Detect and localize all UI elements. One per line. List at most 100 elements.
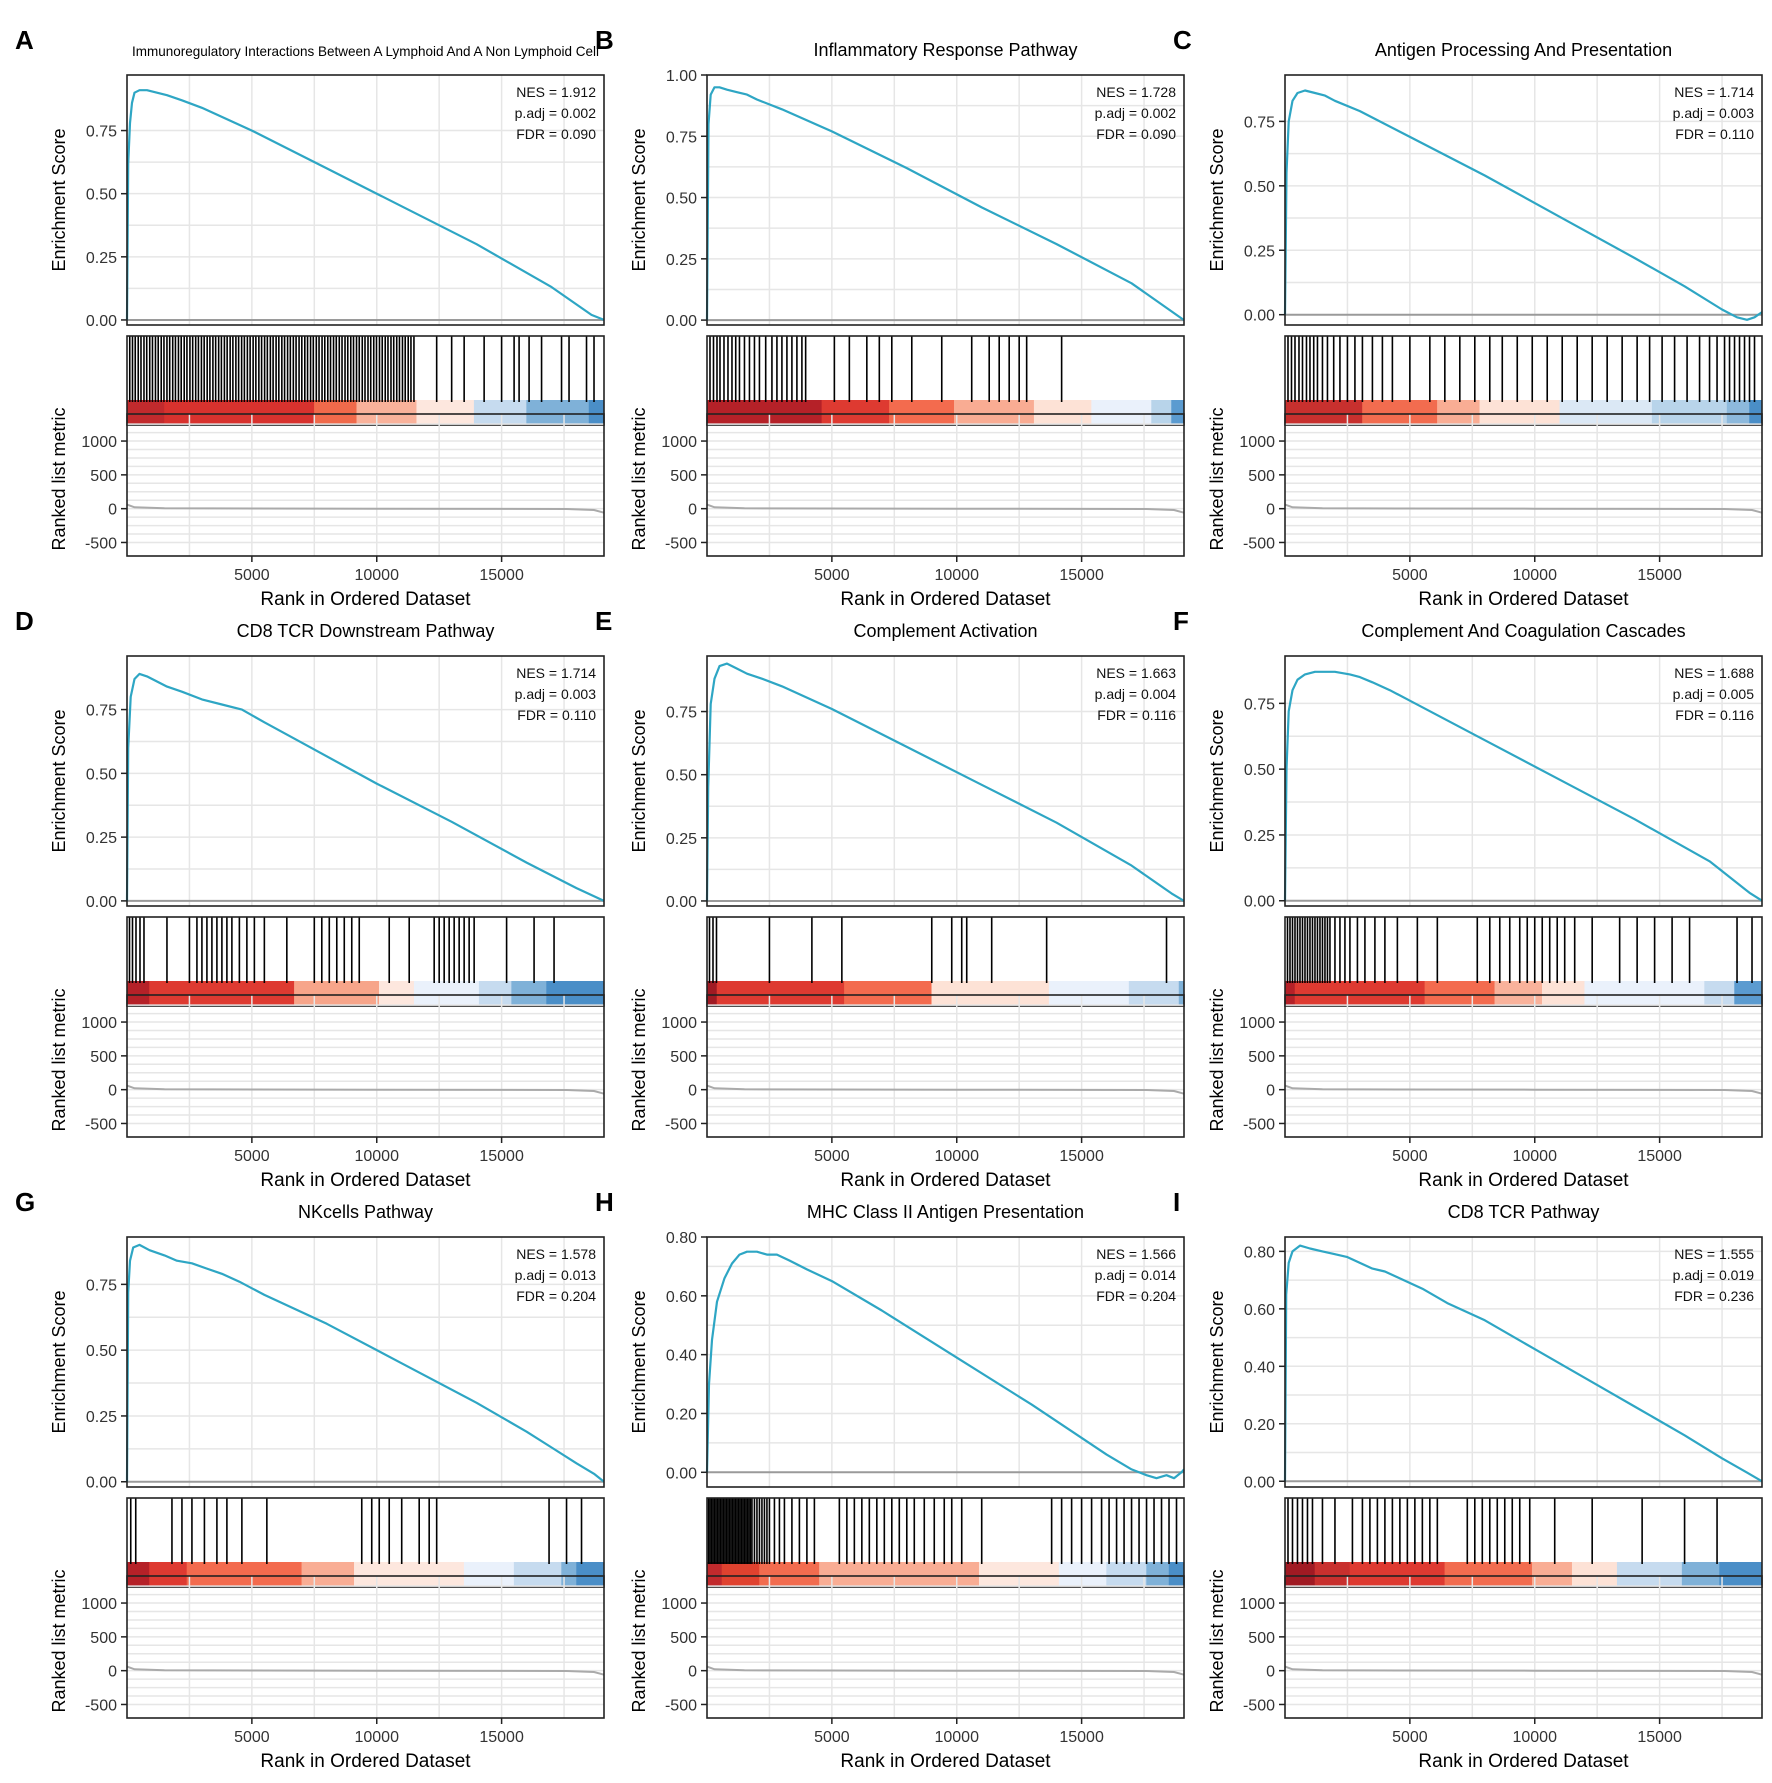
rk-frame [1284, 413, 1763, 557]
heat-strip [127, 1562, 604, 1587]
es-ytick-label: 1.00 [666, 68, 697, 85]
es-ytick-label: 0.00 [86, 313, 117, 330]
es-ytick-label: 0.75 [666, 705, 697, 722]
rk-xtick-label: 5000 [234, 1729, 270, 1746]
rk-ylabel: Ranked list metric [629, 407, 649, 550]
es-ytick-label: 0.40 [666, 1348, 697, 1365]
rk-ylabel: Ranked list metric [49, 407, 69, 550]
hit-frame [1284, 335, 1763, 426]
es-ytick-label: 0.50 [666, 191, 697, 208]
gene-hit-strip [126, 1497, 605, 1588]
rk-xtick-label: 15000 [479, 1148, 524, 1165]
rk-grid [127, 414, 604, 556]
rk-xtick-label: 10000 [1512, 1729, 1557, 1746]
rk-grid [1285, 1576, 1762, 1718]
heat-strip [127, 981, 604, 1006]
xlabel: Rank in Ordered Dataset [1418, 1170, 1629, 1191]
panel-title: CD8 TCR Downstream Pathway [237, 621, 495, 641]
rk-xtick-label: 10000 [354, 1729, 399, 1746]
stat-label: FDR = 0.110 [517, 707, 596, 723]
es-ylabel: Enrichment Score [629, 1290, 649, 1433]
rk-ytick-label: 0 [108, 1083, 117, 1100]
rk-ytick-label: -500 [85, 1697, 117, 1714]
enrichment-score-plot: 0.00 0.25 0.50 0.75 NES = 1.688 p.adj = 0.005… [1207, 655, 1763, 911]
rk-ytick-label: 1000 [81, 1596, 117, 1613]
es-ytick-label: 0.50 [1244, 179, 1275, 196]
gene-hit-strip [1284, 335, 1763, 426]
rk-grid [707, 414, 1184, 556]
ranked-metric-line [126, 1665, 605, 1676]
rk-grid [707, 995, 1184, 1137]
rk-ytick-label: 500 [1248, 1630, 1275, 1647]
es-ytick-label: 0.50 [666, 768, 697, 785]
rk-ylabel: Ranked list metric [1207, 407, 1227, 550]
rk-ylabel: Ranked list metric [49, 988, 69, 1131]
es-ytick-label: 0.25 [86, 1409, 117, 1426]
gene-hit-strip [706, 1497, 1185, 1588]
stat-label: FDR = 0.110 [1675, 126, 1754, 142]
rk-xtick-label: 10000 [354, 567, 399, 584]
rk-ytick-label: 0 [108, 502, 117, 519]
rk-frame [126, 994, 605, 1138]
rk-xtick-label: 10000 [354, 1148, 399, 1165]
es-ylabel: Enrichment Score [49, 709, 69, 852]
ranked-metric-line [1284, 1084, 1763, 1095]
rk-ytick-label: -500 [85, 1116, 117, 1133]
stat-label: FDR = 0.116 [1675, 707, 1754, 723]
heat-strip [707, 1562, 1184, 1587]
heat-strip [127, 400, 604, 425]
es-curve [705, 1250, 1185, 1480]
es-frame [126, 655, 605, 907]
rk-xtick-label: 10000 [934, 567, 979, 584]
es-curve [125, 89, 605, 321]
panel-title: Complement And Coagulation Cascades [1361, 621, 1685, 641]
stat-label: FDR = 0.204 [516, 1288, 596, 1304]
enrichment-score-plot: 0.00 0.25 0.50 0.75 NES = 1.912 p.adj = 0.002… [49, 74, 605, 330]
es-ytick-label: 0.00 [1244, 308, 1275, 325]
es-ytick-label: 0.25 [1244, 243, 1275, 260]
rk-xtick-label: 5000 [1392, 567, 1428, 584]
enrichment-score-plot: 0.00 0.25 0.50 0.75 NES = 1.714 p.adj = 0.003… [49, 655, 605, 911]
rk-ytick-label: 500 [90, 1049, 117, 1066]
rk-ytick-label: 1000 [81, 434, 117, 451]
stat-label: p.adj = 0.004 [1095, 686, 1177, 702]
panel-d: D CD8 TCR Downstream Pathway0.000.250.500… [15, 606, 605, 1191]
stat-label: FDR = 0.236 [1674, 1288, 1754, 1304]
rk-ytick-label: -500 [665, 535, 697, 552]
ranked-metric-line [1284, 1665, 1763, 1676]
rk-ytick-label: 500 [670, 1630, 697, 1647]
es-curve [125, 1243, 605, 1483]
es-ytick-label: 0.75 [1244, 696, 1275, 713]
panel-letter: E [595, 606, 612, 636]
es-ylabel: Enrichment Score [1207, 1290, 1227, 1433]
es-ytick-label: 0.75 [1244, 114, 1275, 131]
es-curve [705, 86, 1185, 322]
stat-label: p.adj = 0.002 [1095, 105, 1177, 121]
rk-grid [1285, 414, 1762, 556]
rk-ytick-label: 1000 [1239, 1015, 1275, 1032]
es-ytick-label: 0.25 [1244, 828, 1275, 845]
es-ytick-label: 0.80 [1244, 1244, 1275, 1261]
rk-ytick-label: 0 [1266, 1083, 1275, 1100]
es-frame [126, 1236, 605, 1488]
rk-ytick-label: 1000 [661, 1015, 697, 1032]
rk-ytick-label: 0 [1266, 502, 1275, 519]
panel-e: E Complement Activation 0.00 0.25 0.50 0.75 NE… [595, 606, 1185, 1191]
es-ytick-label: 0.50 [86, 766, 117, 783]
es-ytick-label: 0.60 [1244, 1302, 1275, 1319]
panel-title: NKcells Pathway [298, 1202, 433, 1222]
panel-title: CD8 TCR Pathway [1448, 1202, 1600, 1222]
hit-frame [126, 1497, 605, 1588]
rk-ytick-label: 500 [90, 1630, 117, 1647]
es-ytick-label: 0.20 [666, 1406, 697, 1423]
rk-frame [1284, 1575, 1763, 1719]
es-frame [706, 1236, 1185, 1488]
es-frame [706, 74, 1185, 326]
panel-letter: C [1173, 25, 1192, 55]
enrichment-score-plot: 0.00 0.25 0.50 0.75 NES = 1.714 p.adj = 0.003… [1207, 74, 1763, 326]
xlabel: Rank in Ordered Dataset [840, 589, 1051, 610]
es-ytick-label: 0.50 [1244, 762, 1275, 779]
